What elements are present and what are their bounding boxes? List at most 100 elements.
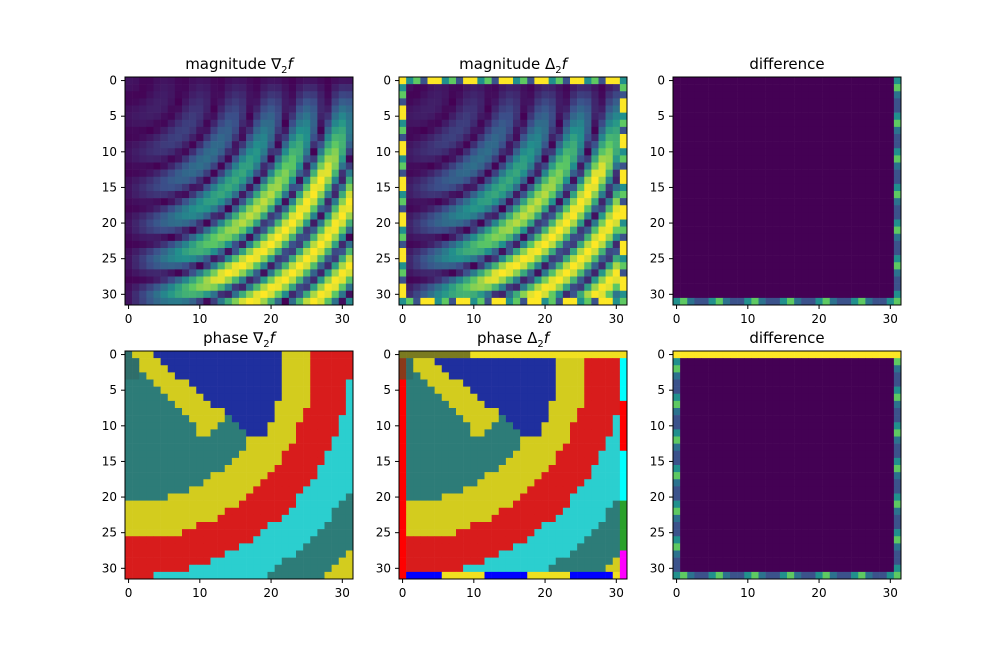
heatmap-cell [211,262,218,269]
heatmap-cell [303,551,310,558]
heatmap-cell [211,91,218,98]
heatmap-cell [577,422,584,429]
heatmap-cell [442,408,449,415]
heatmap-cell [125,515,132,522]
heatmap-cell [534,401,541,408]
heatmap-cell [463,191,470,198]
heatmap-cell [556,451,563,458]
heatmap-cell [146,269,153,276]
heatmap-cell [773,191,780,198]
heatmap-cell [751,170,758,177]
heatmap-cell [599,127,606,134]
heatmap-cell [268,458,275,465]
heatmap-cell [442,241,449,248]
heatmap-cell [534,284,541,291]
heatmap-cell [499,184,506,191]
heatmap-cell [613,212,620,219]
heatmap-cell [332,163,339,170]
heatmap-cell [751,227,758,234]
heatmap-cell [168,572,175,579]
heatmap-cell [702,127,709,134]
heatmap-cell [168,84,175,91]
heatmap-cell [851,148,858,155]
heatmap-cell [549,184,556,191]
heatmap-cell [168,262,175,269]
heatmap-cell [723,155,730,162]
heatmap-cell [470,408,477,415]
heatmap-cell [584,163,591,170]
heatmap-cell [189,291,196,298]
heatmap-cell [687,184,694,191]
heatmap-cell [456,113,463,120]
heatmap-cell [801,113,808,120]
heatmap-cell [225,191,232,198]
heatmap-cell [549,298,556,305]
heatmap-cell [449,522,456,529]
heatmap-cell [442,284,449,291]
heatmap-cell [780,291,787,298]
heatmap-cell [766,220,773,227]
heatmap-cell [499,501,506,508]
heatmap-cell [716,262,723,269]
heatmap-cell [296,415,303,422]
heatmap-cell [844,234,851,241]
heatmap-cell [289,220,296,227]
heatmap-cell [413,429,420,436]
heatmap-cell [542,134,549,141]
heatmap-cell [125,205,132,212]
heatmap-cell [513,120,520,127]
heatmap-cell [413,113,420,120]
heatmap-cell [303,198,310,205]
heatmap-cell [268,351,275,358]
heatmap-cell [399,191,406,198]
heatmap-cell [506,401,513,408]
heatmap-cell [203,572,210,579]
heatmap-cell [413,401,420,408]
heatmap-cell [317,269,324,276]
heatmap-cell [520,227,527,234]
heatmap-cell [189,408,196,415]
heatmap-cell [196,529,203,536]
heatmap-cell [563,351,570,358]
heatmap-cell [125,401,132,408]
heatmap-cell [406,98,413,105]
heatmap-cell [268,113,275,120]
heatmap-cell [161,205,168,212]
heatmap-cell [787,205,794,212]
heatmap-cell [182,558,189,565]
heatmap-cell [773,148,780,155]
heatmap-cell [865,134,872,141]
heatmap-cell [189,234,196,241]
heatmap-cell [225,508,232,515]
heatmap-cell [296,543,303,550]
heatmap-cell [139,422,146,429]
heatmap-cell [858,120,865,127]
heatmap-cell [577,255,584,262]
heatmap-cell [737,134,744,141]
heatmap-cell [154,465,161,472]
heatmap-cell [620,184,627,191]
heatmap-cell [253,84,260,91]
heatmap-cell [146,387,153,394]
heatmap-cell [154,298,161,305]
heatmap-cell [253,551,260,558]
heatmap-cell [534,148,541,155]
heatmap-cell [420,234,427,241]
heatmap-cell [296,205,303,212]
heatmap-cell [456,444,463,451]
heatmap-cell [428,106,435,113]
heatmap-cell [332,198,339,205]
heatmap-cell [563,486,570,493]
heatmap-cell [737,163,744,170]
heatmap-cell [189,298,196,305]
heatmap-cell [289,458,296,465]
heatmap-cell [780,227,787,234]
heatmap-cell [232,262,239,269]
heatmap-cell [346,177,353,184]
heatmap-cell [737,177,744,184]
heatmap-cell [296,515,303,522]
heatmap-cell [196,472,203,479]
heatmap-cell [268,262,275,269]
heatmap-cell [339,401,346,408]
heatmap-cell [456,205,463,212]
